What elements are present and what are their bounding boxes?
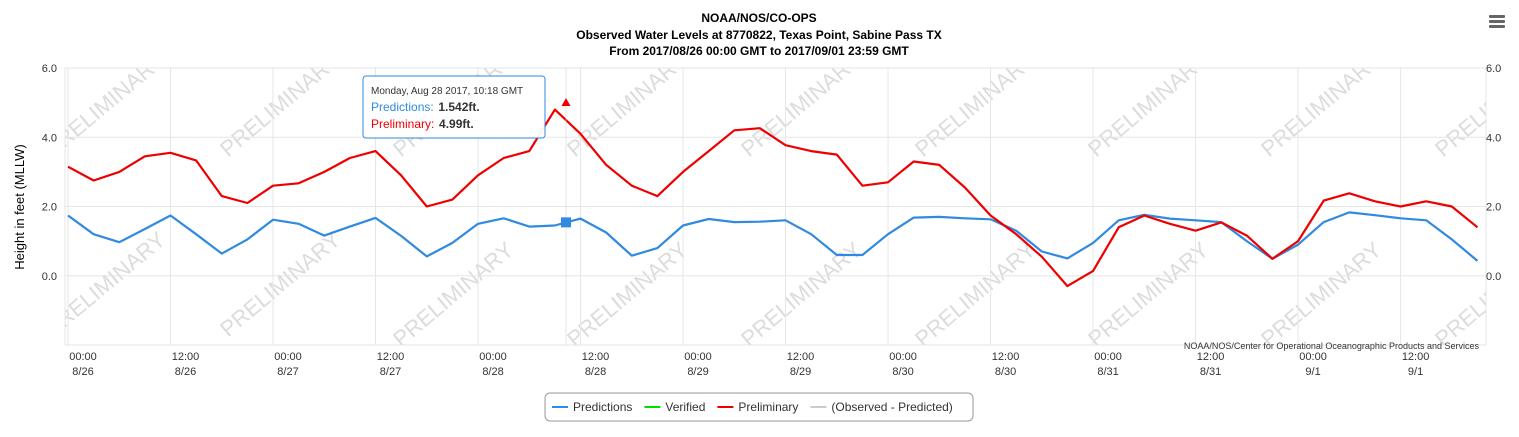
watermark-text: PRELIMINARY: [215, 227, 345, 342]
x-tick-date: 8/31: [1097, 366, 1118, 378]
x-tick-date: 8/29: [687, 366, 708, 378]
x-tick-label: 00:00: [69, 351, 97, 363]
watermark-text: PRELIMINARY: [215, 47, 345, 162]
x-tick-date: 8/28: [482, 366, 503, 378]
watermark-text: PRELIMINARY: [562, 237, 692, 352]
chart-subtitle: From 2017/08/26 00:00 GMT to 2017/09/01 …: [609, 44, 909, 58]
x-tick-label: 12:00: [172, 351, 200, 363]
x-tick-label: 12:00: [582, 351, 610, 363]
x-tick-label: 12:00: [377, 351, 405, 363]
legend-item[interactable]: (Observed - Predicted): [810, 400, 953, 414]
series-line: [67, 211, 1479, 262]
x-tick-date: 8/29: [790, 366, 811, 378]
legend-label: Predictions: [573, 400, 632, 414]
watermark-text: PRELIMINARY: [40, 47, 170, 162]
chart-title: NOAA/NOS/CO-OPS: [701, 11, 816, 25]
hover-marker: [561, 217, 572, 228]
tooltip-separator: :: [430, 100, 433, 114]
x-tick-date: 8/26: [72, 366, 93, 378]
legend-item[interactable]: Preliminary: [717, 400, 798, 414]
y-tick-label: 0.0: [42, 271, 57, 283]
series-line: [67, 108, 1479, 288]
x-tick-label: 12:00: [1402, 351, 1430, 363]
x-tick-label: 12:00: [992, 351, 1020, 363]
menu-bar: [1489, 20, 1505, 23]
tooltip-series: Preliminary: [371, 117, 431, 131]
plot-area: [67, 108, 1479, 288]
tooltip-header: Monday, Aug 28 2017, 10:18 GMT: [371, 86, 523, 97]
y-axis-label: Height in feet (MLLW): [12, 144, 27, 269]
x-tick-label: 12:00: [1197, 351, 1225, 363]
y-tick-label: 4.0: [42, 132, 57, 144]
watermark-layer: PRELIMINARY PRELIMINARY PRELIMINARY PRELIMI…: [40, 47, 1519, 352]
x-tick-date: 8/27: [380, 366, 401, 378]
menu-bar: [1489, 25, 1505, 28]
x-tick-label: 00:00: [479, 351, 507, 363]
watermark-text: PRELIMINARY: [736, 47, 866, 162]
watermark-text: PRELIMINARY: [562, 47, 692, 162]
tooltip-series: Predictions: [371, 100, 430, 114]
x-tick-date: 8/27: [277, 366, 298, 378]
grid: 0.0 0.0 2.0 2.0 4.0 4.0 6.0 6.0 00:00 8/26 12:00 8/…: [42, 63, 1502, 378]
legend: Predictions Verified Preliminary (Observed …: [552, 400, 953, 414]
tooltip-separator: :: [431, 117, 434, 131]
x-tick-label: 00:00: [684, 351, 712, 363]
hover-marker: [561, 97, 571, 106]
watermark-text: PRELIMINARY: [910, 237, 1040, 352]
legend-label: Verified: [665, 400, 705, 414]
watermark-text: PRELIMINARY: [40, 227, 170, 342]
watermark-text: PRELIMINARY: [1430, 237, 1519, 352]
legend-item[interactable]: Verified: [644, 400, 705, 414]
legend-box: [544, 392, 974, 422]
x-tick-label: 00:00: [889, 351, 917, 363]
menu-bar: [1489, 15, 1505, 18]
tooltip-value: 1.542ft.: [438, 100, 479, 114]
tooltip-box: [362, 75, 546, 139]
watermark-text: PRELIMINARY: [388, 237, 518, 352]
x-tick-date: 8/31: [1200, 366, 1221, 378]
credits: NOAA/NOS/Center for Operational Oceanogr…: [1184, 341, 1480, 351]
x-tick-date: 9/1: [1305, 366, 1320, 378]
watermark-text: PRELIMINARY: [910, 47, 1040, 162]
y2-tick-label: 6.0: [1486, 63, 1501, 75]
x-tick-date: 8/28: [585, 366, 606, 378]
x-tick-label: 12:00: [787, 351, 815, 363]
x-tick-label: 00:00: [274, 351, 302, 363]
watermark-text: PRELIMINARY: [1256, 47, 1386, 162]
y2-tick-label: 2.0: [1486, 202, 1501, 214]
y2-tick-label: 4.0: [1486, 132, 1501, 144]
chart-subtitle: Observed Water Levels at 8770822, Texas …: [576, 28, 942, 42]
watermark-text: PRELIMINARY: [1430, 47, 1519, 162]
watermark-text: PRELIMINARY: [1256, 237, 1386, 352]
y2-tick-label: 0.0: [1486, 271, 1501, 283]
legend-label: (Observed - Predicted): [831, 400, 952, 414]
x-tick-label: 00:00: [1299, 351, 1327, 363]
legend-item[interactable]: Predictions: [552, 400, 632, 414]
y-tick-label: 6.0: [42, 63, 57, 75]
x-tick-date: 8/26: [175, 366, 196, 378]
x-tick-date: 8/30: [892, 366, 913, 378]
tooltip: Monday, Aug 28 2017, 10:18 GMT Prediction…: [362, 68, 572, 345]
x-tick-label: 00:00: [1094, 351, 1122, 363]
tooltip-value: 4.99ft.: [439, 117, 474, 131]
x-tick-date: 8/30: [995, 366, 1016, 378]
legend-label: Preliminary: [738, 400, 798, 414]
x-tick-date: 9/1: [1408, 366, 1423, 378]
y-tick-label: 2.0: [42, 202, 57, 214]
watermark-text: PRELIMINARY: [1083, 47, 1213, 162]
menu-button[interactable]: [1489, 15, 1505, 28]
